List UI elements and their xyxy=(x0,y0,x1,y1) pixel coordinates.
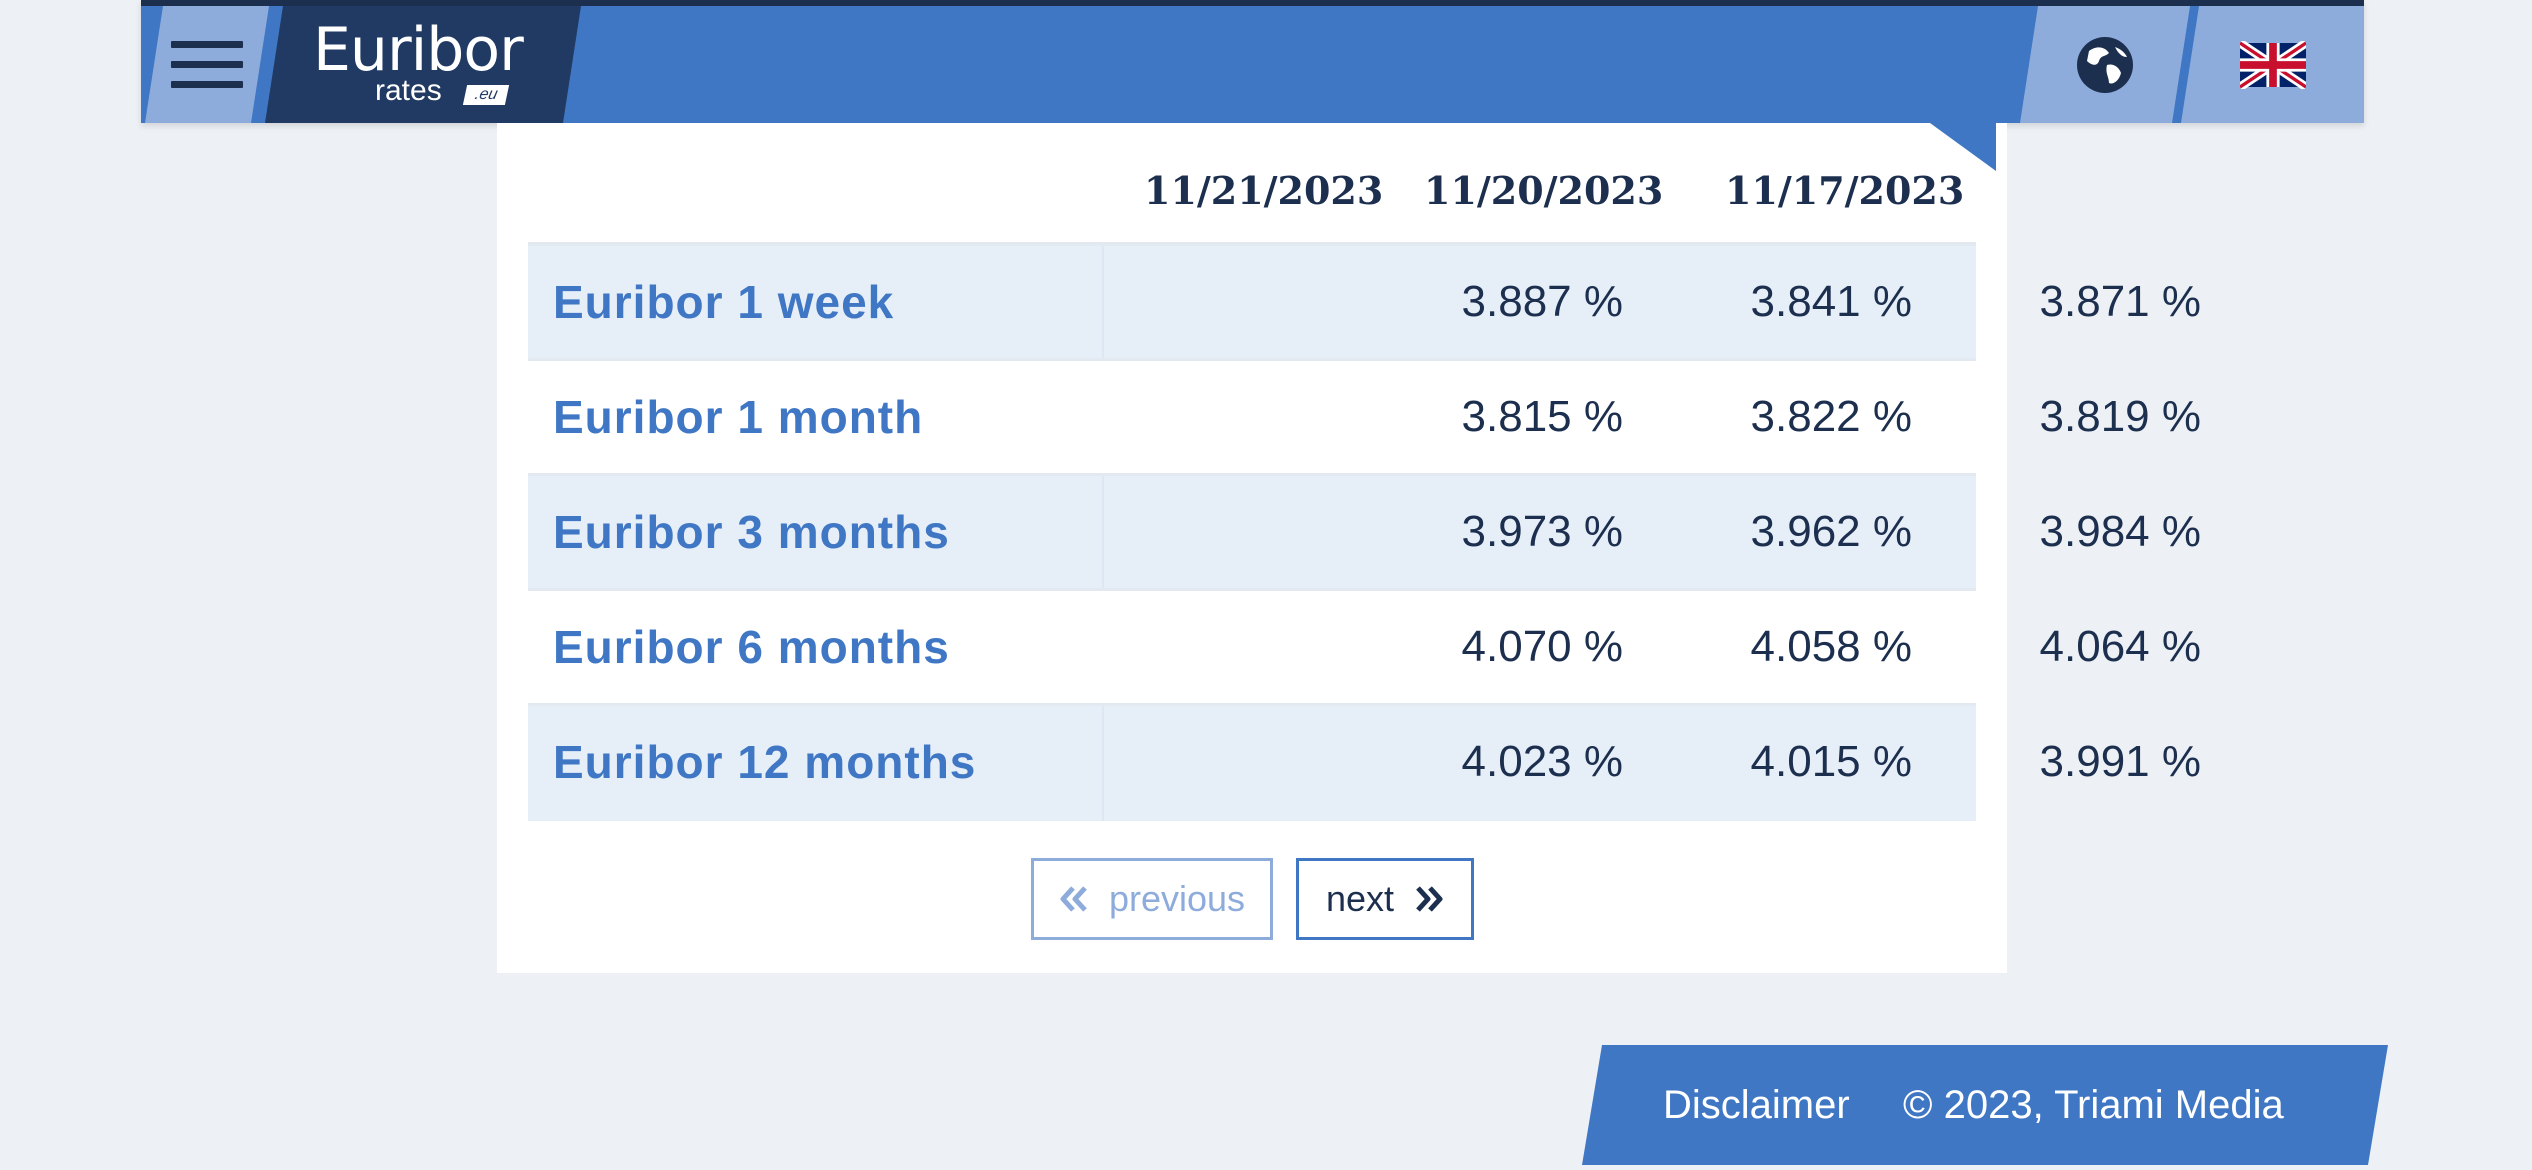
rate-value: 3.991 % xyxy=(2039,737,2201,786)
rate-name-link[interactable]: Euribor 3 months xyxy=(553,506,950,558)
logo-text-sub: rates xyxy=(375,74,442,107)
rate-value: 3.819 % xyxy=(2039,392,2201,441)
rate-value: 3.887 % xyxy=(1461,277,1623,326)
footer-bar: Disclaimer © 2023, Triami Media xyxy=(1582,1045,2388,1165)
next-button[interactable]: next xyxy=(1296,858,1474,940)
logo-text-tld: .eu xyxy=(463,85,510,105)
table-header-row: 11/21/2023 11/20/2023 11/17/2023 xyxy=(528,148,1976,246)
disclaimer-link[interactable]: Disclaimer xyxy=(1663,1082,1850,1127)
date-column-header: 11/20/2023 xyxy=(1424,168,1664,213)
table-row: Euribor 12 months 4.023 % 4.015 % 3.991 … xyxy=(528,706,2201,821)
site-logo[interactable]: Euribor rates .eu xyxy=(265,6,581,123)
rate-value: 3.841 % xyxy=(1750,277,1912,326)
menu-button[interactable] xyxy=(145,6,269,123)
rate-name-link[interactable]: Euribor 1 month xyxy=(553,391,924,443)
region-selector-button[interactable] xyxy=(2020,6,2190,123)
rate-name-link[interactable]: Euribor 12 months xyxy=(553,736,977,788)
double-chevron-right-icon xyxy=(1416,886,1443,912)
next-button-label: next xyxy=(1325,878,1395,919)
previous-button-label: previous xyxy=(1108,878,1246,919)
table-row: Euribor 6 months 4.070 % 4.058 % 4.064 % xyxy=(528,591,2201,706)
rate-value: 4.023 % xyxy=(1461,737,1623,786)
rate-value: 4.015 % xyxy=(1750,737,1912,786)
copyright-text: © 2023, Triami Media xyxy=(1903,1082,2284,1127)
double-chevron-left-icon xyxy=(1060,886,1087,912)
date-column-header: 11/17/2023 xyxy=(1725,168,1965,213)
rate-value: 3.815 % xyxy=(1461,392,1623,441)
rate-value: 3.973 % xyxy=(1461,507,1623,556)
rate-value: 4.064 % xyxy=(2039,622,2201,671)
date-column-header: 11/21/2023 xyxy=(1144,168,1384,213)
table-row: Euribor 1 month 3.815 % 3.822 % 3.819 % xyxy=(528,361,2201,476)
rate-value: 3.871 % xyxy=(2039,277,2201,326)
previous-button[interactable]: previous xyxy=(1031,858,1273,940)
rate-value: 4.070 % xyxy=(1461,622,1623,671)
table-row: Euribor 1 week 3.887 % 3.841 % 3.871 % xyxy=(528,246,2201,361)
rate-name-link[interactable]: Euribor 6 months xyxy=(553,621,950,673)
rate-value: 4.058 % xyxy=(1750,622,1912,671)
uk-flag-icon xyxy=(2239,40,2306,89)
language-selector-button[interactable] xyxy=(2181,6,2364,123)
globe-icon xyxy=(2075,35,2135,95)
rate-value: 3.822 % xyxy=(1750,392,1912,441)
rate-value: 3.984 % xyxy=(2039,507,2201,556)
top-navigation-bar: Euribor rates .eu xyxy=(141,0,2364,123)
rate-value: 3.962 % xyxy=(1750,507,1912,556)
hamburger-menu-icon xyxy=(171,39,243,91)
logo-text-main: Euribor xyxy=(313,15,523,85)
rate-name-link[interactable]: Euribor 1 week xyxy=(553,276,895,328)
table-row: Euribor 3 months 3.973 % 3.962 % 3.984 % xyxy=(528,476,2201,591)
